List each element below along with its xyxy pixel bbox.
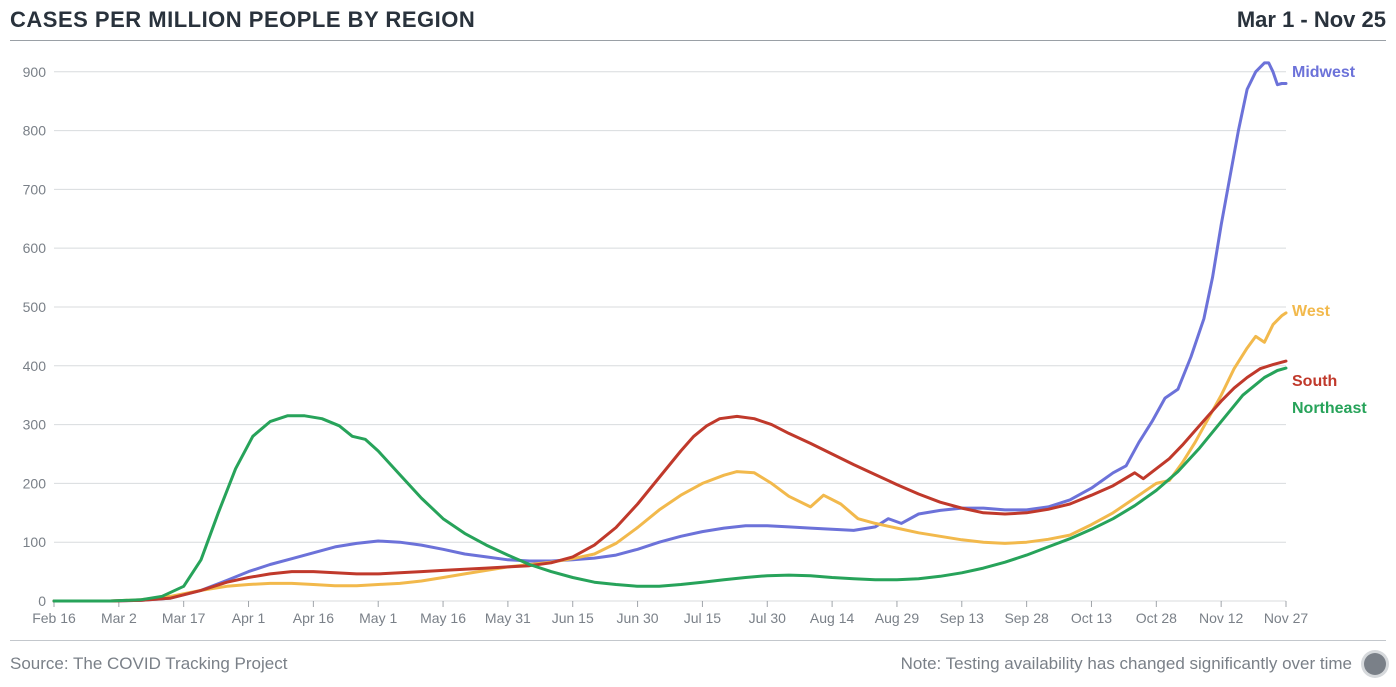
chart-svg: 0 100 200 300 400 500 600 700 800 900 Feb 16 Mar 2 M… — [10, 40, 1386, 637]
y-tick-label: 800 — [23, 123, 47, 139]
x-tick-label: Jun 15 — [552, 610, 594, 626]
x-tick-label: Apr 16 — [293, 610, 334, 626]
x-tick-label: Nov 12 — [1199, 610, 1244, 626]
y-tick-label: 400 — [23, 358, 47, 374]
x-tick-label: Aug 29 — [875, 610, 920, 626]
x-tick-label: Jul 15 — [684, 610, 722, 626]
x-tick-label: Oct 13 — [1071, 610, 1112, 626]
chart-plot-area: 0 100 200 300 400 500 600 700 800 900 Feb 16 Mar 2 M… — [10, 40, 1386, 637]
x-tick-label: Apr 1 — [232, 610, 266, 626]
series-end-label-northeast: Northeast — [1292, 400, 1367, 417]
series-line-northeast — [54, 368, 1286, 601]
x-tick-label: May 16 — [420, 610, 466, 626]
x-tick-label: Feb 16 — [32, 610, 76, 626]
footer-right: Note: Testing availability has changed s… — [901, 653, 1386, 675]
x-tick-label: Mar 17 — [162, 610, 206, 626]
x-tick-label: May 31 — [485, 610, 531, 626]
x-tick-label: May 1 — [359, 610, 397, 626]
series-end-label-west: West — [1292, 303, 1331, 320]
y-tick-label: 700 — [23, 181, 47, 197]
x-tick-label: Sep 13 — [940, 610, 985, 626]
series-line-west — [54, 313, 1286, 601]
x-tick-label: Oct 28 — [1136, 610, 1177, 626]
chart-container: CASES PER MILLION PEOPLE BY REGION Mar 1… — [0, 0, 1396, 687]
chart-title: CASES PER MILLION PEOPLE BY REGION — [10, 7, 475, 33]
x-tick-label: Jul 30 — [749, 610, 787, 626]
series-end-label-midwest: Midwest — [1292, 64, 1356, 81]
y-tick-label: 900 — [23, 64, 47, 80]
x-tick-label: Jun 30 — [617, 610, 659, 626]
y-tick-label: 500 — [23, 299, 47, 315]
chart-footer: Source: The COVID Tracking Project Note:… — [10, 640, 1386, 687]
x-tick-label: Nov 27 — [1264, 610, 1309, 626]
series-end-label-south: South — [1292, 373, 1337, 390]
y-tick-label: 100 — [23, 534, 47, 550]
x-tick-label: Sep 28 — [1004, 610, 1049, 626]
y-tick-label: 200 — [23, 475, 47, 491]
x-tick-label: Aug 14 — [810, 610, 855, 626]
chart-date-range: Mar 1 - Nov 25 — [1237, 7, 1386, 33]
logo-icon — [1364, 653, 1386, 675]
footer-source: Source: The COVID Tracking Project — [10, 654, 287, 674]
y-tick-label: 300 — [23, 417, 47, 433]
footer-note: Note: Testing availability has changed s… — [901, 654, 1352, 674]
x-tick-label: Mar 2 — [101, 610, 137, 626]
y-tick-label: 600 — [23, 240, 47, 256]
chart-header: CASES PER MILLION PEOPLE BY REGION Mar 1… — [10, 0, 1386, 41]
y-tick-label: 0 — [38, 593, 46, 609]
